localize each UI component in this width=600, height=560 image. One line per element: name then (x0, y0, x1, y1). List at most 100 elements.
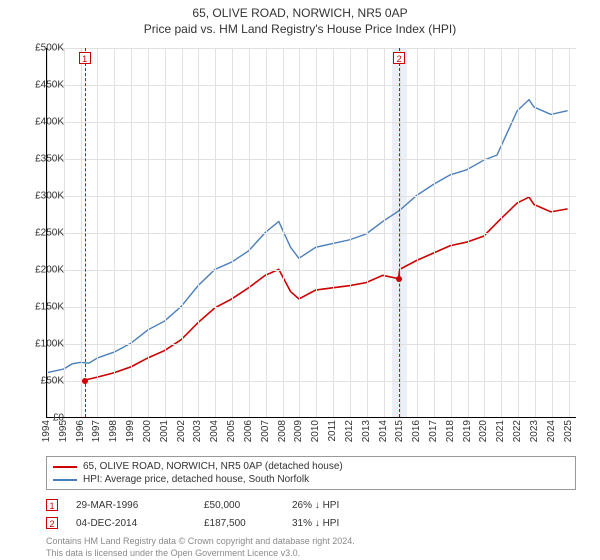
gridline-h (47, 159, 576, 160)
x-tick-label: 2016 (411, 420, 422, 442)
y-tick-label: £400K (35, 117, 64, 128)
gridline-h (47, 270, 576, 271)
plot-area: 12 (46, 48, 576, 418)
x-tick-label: 2017 (428, 420, 439, 442)
gridline-v (148, 48, 149, 417)
legend-row: HPI: Average price, detached house, Sout… (53, 473, 569, 486)
gridline-v (266, 48, 267, 417)
gridline-v (131, 48, 132, 417)
y-tick-label: £50K (41, 376, 64, 387)
x-tick-label: 2004 (209, 420, 220, 442)
x-tick-label: 2020 (478, 420, 489, 442)
x-tick-label: 2019 (462, 420, 473, 442)
sale-row-pct: 31% ↓ HPI (292, 518, 372, 529)
y-tick-label: £100K (35, 339, 64, 350)
gridline-v (198, 48, 199, 417)
x-tick-label: 2024 (546, 420, 557, 442)
x-tick-label: 2003 (192, 420, 203, 442)
x-tick-label: 2021 (495, 420, 506, 442)
gridline-v (97, 48, 98, 417)
x-tick-label: 1999 (125, 420, 136, 442)
gridline-v (316, 48, 317, 417)
gridline-v (350, 48, 351, 417)
y-tick-label: £250K (35, 228, 64, 239)
sale-row-price: £187,500 (204, 518, 274, 529)
y-tick-label: £500K (35, 43, 64, 54)
x-tick-label: 2002 (176, 420, 187, 442)
sale-marker-label: 1 (79, 52, 91, 64)
series-property (85, 197, 568, 380)
x-tick-label: 2005 (226, 420, 237, 442)
gridline-h (47, 381, 576, 382)
y-tick-label: £200K (35, 265, 64, 276)
sale-marker-line (399, 48, 400, 417)
sale-row: 204-DEC-2014£187,50031% ↓ HPI (46, 514, 576, 532)
gridline-h (47, 122, 576, 123)
legend-swatch (53, 479, 77, 481)
gridline-v (299, 48, 300, 417)
sales-table: 129-MAR-1996£50,00026% ↓ HPI204-DEC-2014… (46, 496, 576, 532)
chart-subtitle: Price paid vs. HM Land Registry's House … (0, 20, 600, 36)
gridline-h (47, 344, 576, 345)
legend-label: 65, OLIVE ROAD, NORWICH, NR5 0AP (detach… (83, 461, 343, 472)
footer-line-1: Contains HM Land Registry data © Crown c… (46, 536, 576, 548)
x-tick-label: 1994 (41, 420, 52, 442)
footer-attribution: Contains HM Land Registry data © Crown c… (46, 536, 576, 559)
sale-row-pct: 26% ↓ HPI (292, 500, 372, 511)
gridline-v (249, 48, 250, 417)
gridline-v (569, 48, 570, 417)
gridline-h (47, 233, 576, 234)
gridline-v (232, 48, 233, 417)
legend-series: 65, OLIVE ROAD, NORWICH, NR5 0AP (detach… (46, 456, 576, 490)
sale-marker-dot (82, 378, 88, 384)
x-tick-label: 2015 (394, 420, 405, 442)
gridline-v (182, 48, 183, 417)
legend-label: HPI: Average price, detached house, Sout… (83, 474, 309, 485)
gridline-v (215, 48, 216, 417)
x-tick-label: 2006 (243, 420, 254, 442)
legend-row: 65, OLIVE ROAD, NORWICH, NR5 0AP (detach… (53, 460, 569, 473)
legend-box: 65, OLIVE ROAD, NORWICH, NR5 0AP (detach… (46, 456, 576, 559)
gridline-h (47, 85, 576, 86)
y-tick-label: £350K (35, 154, 64, 165)
gridline-v (451, 48, 452, 417)
chart-container: 65, OLIVE ROAD, NORWICH, NR5 0AP Price p… (0, 0, 600, 560)
x-tick-label: 1997 (91, 420, 102, 442)
gridline-v (333, 48, 334, 417)
gridline-v (367, 48, 368, 417)
x-tick-label: 2000 (142, 420, 153, 442)
x-tick-label: 2001 (159, 420, 170, 442)
x-tick-label: 2022 (512, 420, 523, 442)
x-tick-label: 2009 (293, 420, 304, 442)
gridline-v (434, 48, 435, 417)
gridline-h (47, 196, 576, 197)
y-tick-label: £150K (35, 302, 64, 313)
gridline-v (81, 48, 82, 417)
gridline-v (552, 48, 553, 417)
x-tick-label: 2018 (445, 420, 456, 442)
y-tick-label: £450K (35, 80, 64, 91)
x-tick-label: 2011 (327, 420, 338, 442)
x-tick-label: 2008 (277, 420, 288, 442)
x-tick-label: 2023 (529, 420, 540, 442)
x-tick-label: 1995 (58, 420, 69, 442)
sale-row-price: £50,000 (204, 500, 274, 511)
sale-marker-label: 2 (393, 52, 405, 64)
x-tick-label: 1998 (108, 420, 119, 442)
gridline-v (400, 48, 401, 417)
x-tick-label: 2025 (563, 420, 574, 442)
sale-row: 129-MAR-1996£50,00026% ↓ HPI (46, 496, 576, 514)
x-tick-label: 2007 (260, 420, 271, 442)
x-tick-label: 1996 (75, 420, 86, 442)
footer-line-2: This data is licensed under the Open Gov… (46, 548, 576, 560)
x-tick-label: 2012 (344, 420, 355, 442)
chart-title: 65, OLIVE ROAD, NORWICH, NR5 0AP (0, 0, 600, 20)
gridline-v (468, 48, 469, 417)
legend-swatch (53, 466, 77, 468)
y-tick-label: £300K (35, 191, 64, 202)
x-tick-label: 2010 (310, 420, 321, 442)
sale-marker-line (85, 48, 86, 417)
sale-row-marker: 1 (46, 499, 58, 511)
gridline-v (501, 48, 502, 417)
sale-marker-dot (396, 276, 402, 282)
